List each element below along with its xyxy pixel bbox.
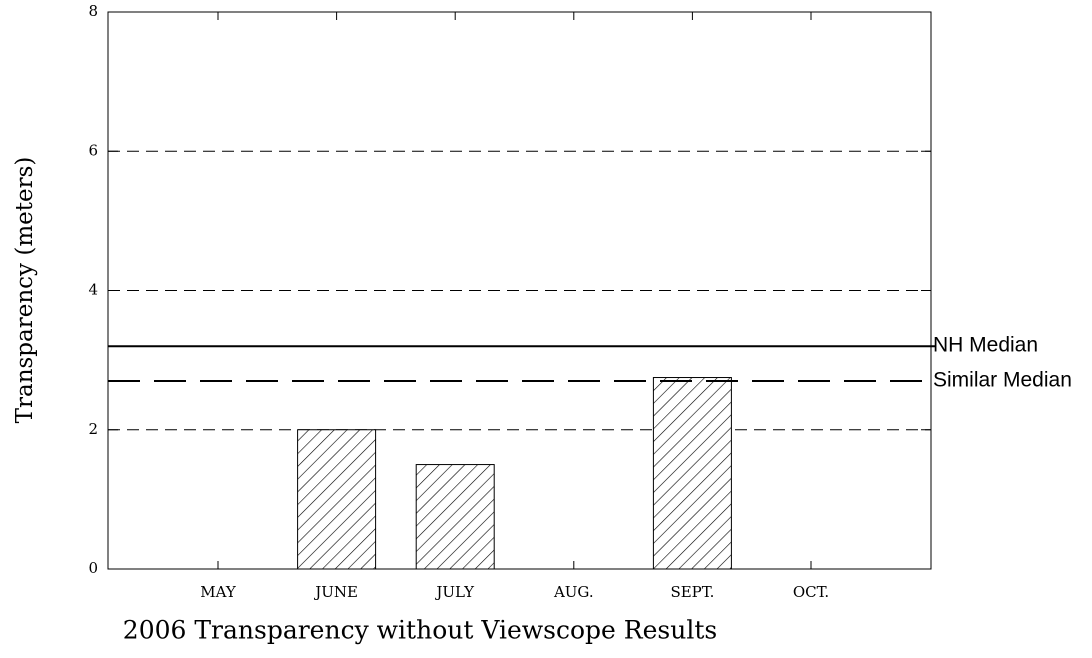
y-axis-label: Transparency (meters) (12, 157, 38, 424)
y-tick-label: 2 (88, 420, 98, 438)
reference-label: Similar Median (933, 369, 1072, 392)
y-tick-label: 0 (88, 559, 98, 577)
y-tick-label: 4 (88, 281, 98, 299)
x-tick-label: JULY (434, 583, 475, 601)
reference-label: NH Median (933, 334, 1038, 357)
x-tick-label: AUG. (553, 583, 594, 601)
x-tick-label: JUNE (313, 583, 358, 601)
y-tick-label: 6 (88, 141, 98, 159)
x-tick-label: MAY (200, 583, 237, 601)
bar (297, 429, 377, 570)
y-tick-label: 8 (88, 2, 98, 20)
plot-frame (107, 11, 932, 570)
bar (415, 464, 495, 570)
x-tick-label: OCT. (793, 583, 829, 601)
bar (652, 377, 732, 570)
x-tick-label: SEPT. (670, 583, 714, 601)
chart-title: 2006 Transparency without Viewscope Resu… (123, 616, 717, 645)
